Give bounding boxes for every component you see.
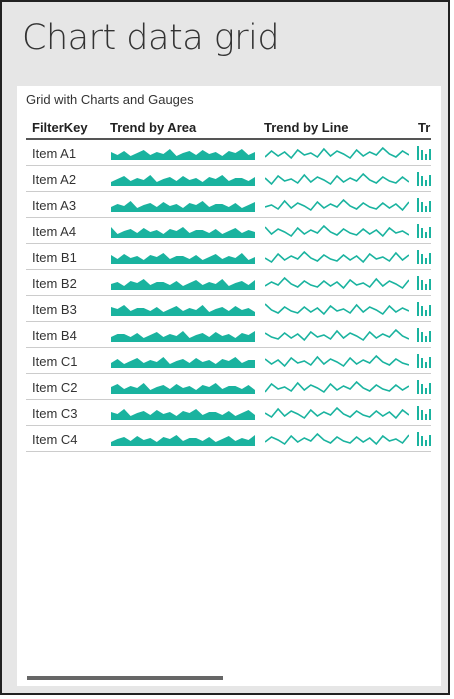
trend-line-sparkline [265,328,409,342]
row-filterkey: Item C3 [32,406,78,421]
trend-area-sparkline [111,435,255,446]
page-title: Chart data grid [22,18,280,58]
trend-area-sparkline [111,357,255,368]
trend-area-sparkline [111,305,255,316]
trend-area-sparkline [111,227,255,238]
row-filterkey: Item A2 [32,172,77,187]
row-filterkey: Item B4 [32,328,77,343]
column-header-trend-line[interactable]: Trend by Line [264,120,349,135]
row-filterkey: Item B3 [32,302,77,317]
trend-bar-sparkline [417,432,431,446]
row-filterkey: Item B1 [32,250,77,265]
trend-line-sparkline [265,198,409,212]
trend-area-sparkline [111,331,255,342]
trend-line-sparkline [265,432,409,446]
horizontal-scrollbar[interactable] [27,676,223,680]
column-header-trend-area[interactable]: Trend by Area [110,120,197,135]
table-row[interactable]: Item B2 [26,270,431,296]
trend-area-sparkline [111,253,255,264]
trend-line-sparkline [265,354,409,368]
row-filterkey: Item B2 [32,276,77,291]
trend-bar-sparkline [417,250,431,264]
trend-area-sparkline [111,409,255,420]
trend-bar-sparkline [417,172,431,186]
trend-line-sparkline [265,303,409,316]
table-row[interactable]: Item B4 [26,322,431,348]
trend-area-sparkline [111,175,255,186]
row-filterkey: Item C4 [32,432,78,447]
trend-line-sparkline [265,224,409,238]
trend-line-sparkline [265,172,409,186]
trend-line-sparkline [265,276,409,290]
trend-line-sparkline [265,146,409,160]
trend-area-sparkline [111,279,255,290]
table-row[interactable]: Item C1 [26,348,431,374]
table-row[interactable]: Item B1 [26,244,431,270]
trend-bar-sparkline [417,380,431,394]
trend-area-sparkline [111,149,255,160]
trend-bar-sparkline [417,224,431,238]
trend-bar-sparkline [417,328,431,342]
trend-line-sparkline [265,250,409,264]
table-row[interactable]: Item A3 [26,192,431,218]
table-row[interactable]: Item B3 [26,296,431,322]
trend-bar-sparkline [417,302,431,316]
grid-panel: Grid with Charts and Gauges FilterKey Tr… [17,86,441,686]
data-grid: FilterKey Trend by Area Trend by Line Tr… [26,114,431,514]
grid-subtitle: Grid with Charts and Gauges [26,92,194,107]
table-row[interactable]: Item C2 [26,374,431,400]
table-row[interactable]: Item A4 [26,218,431,244]
column-header-trend-bar[interactable]: Tr [418,120,431,135]
table-row[interactable]: Item A2 [26,166,431,192]
table-row[interactable]: Item C4 [26,426,431,452]
trend-area-sparkline [111,383,255,394]
table-row[interactable]: Item C3 [26,400,431,426]
row-filterkey: Item A3 [32,198,77,213]
trend-bar-sparkline [417,276,431,290]
row-filterkey: Item A1 [32,146,77,161]
row-filterkey: Item C2 [32,380,78,395]
trend-line-sparkline [265,406,409,420]
column-header-filterkey[interactable]: FilterKey [32,120,88,135]
trend-bar-sparkline [417,198,431,212]
grid-header: FilterKey Trend by Area Trend by Line Tr [26,114,431,140]
trend-line-sparkline [265,380,409,394]
trend-bar-sparkline [417,406,431,420]
trend-bar-sparkline [417,146,431,160]
trend-bar-sparkline [417,354,431,368]
trend-area-sparkline [111,201,255,212]
row-filterkey: Item A4 [32,224,77,239]
row-filterkey: Item C1 [32,354,78,369]
table-row[interactable]: Item A1 [26,140,431,166]
